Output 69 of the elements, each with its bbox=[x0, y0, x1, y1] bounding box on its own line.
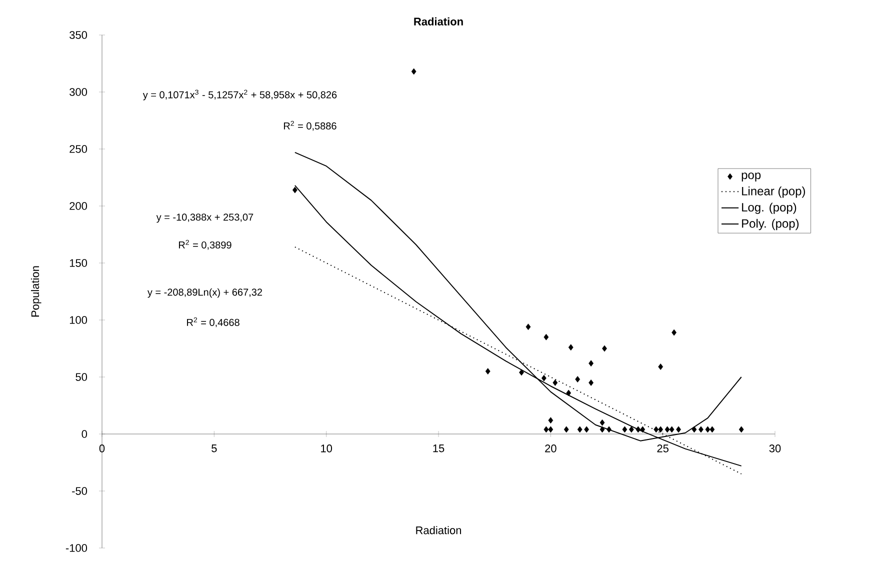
chart-title: Radiation bbox=[414, 17, 463, 26]
y-tick-label: -50 bbox=[72, 487, 88, 495]
legend-label: Poly. (pop) bbox=[742, 218, 799, 230]
y-tick-label: 0 bbox=[82, 430, 88, 438]
point bbox=[292, 186, 298, 194]
point bbox=[544, 426, 549, 433]
x-tick-label: 30 bbox=[769, 444, 781, 452]
point bbox=[600, 419, 605, 426]
point bbox=[588, 380, 594, 386]
y-tick-label: 100 bbox=[70, 316, 88, 324]
point bbox=[636, 426, 641, 433]
legend-label: Log. (pop) bbox=[742, 202, 796, 214]
point bbox=[664, 426, 670, 433]
point bbox=[575, 376, 580, 382]
point bbox=[672, 329, 677, 336]
annotation: y = -208,89Ln(x) + 667,32 bbox=[147, 288, 262, 298]
point bbox=[710, 426, 715, 433]
point bbox=[698, 426, 704, 433]
point bbox=[705, 426, 710, 433]
point bbox=[485, 368, 490, 374]
point bbox=[526, 324, 531, 330]
y-tick-label: 300 bbox=[70, 88, 88, 96]
x-tick-label: 5 bbox=[212, 444, 217, 452]
point bbox=[564, 426, 569, 433]
x-tick-label: 0 bbox=[99, 444, 105, 452]
y-tick-label: 150 bbox=[70, 259, 88, 267]
legend-label: Linear (pop) bbox=[742, 186, 805, 198]
y-tick-label: 50 bbox=[76, 373, 88, 381]
point bbox=[411, 68, 416, 75]
annotation: y = -10,388x + 253,07 bbox=[156, 214, 254, 223]
point bbox=[606, 426, 612, 433]
point bbox=[669, 426, 674, 433]
point bbox=[622, 426, 628, 433]
y-tick-label: 200 bbox=[70, 202, 88, 210]
point bbox=[548, 426, 554, 433]
y-axis-title: Population bbox=[31, 266, 42, 317]
point bbox=[566, 390, 572, 396]
point bbox=[676, 426, 681, 433]
point bbox=[584, 426, 590, 433]
x-tick-label: 15 bbox=[433, 444, 444, 452]
y-tick-label: -100 bbox=[66, 544, 88, 552]
point bbox=[577, 426, 582, 433]
x-axis-title: Radiation bbox=[416, 526, 462, 534]
point bbox=[658, 426, 664, 433]
annotation: R$^{2}$ = 0,4668 bbox=[187, 317, 240, 328]
point bbox=[738, 426, 744, 433]
point bbox=[552, 380, 558, 386]
point bbox=[600, 426, 605, 433]
point bbox=[519, 369, 524, 376]
y-tick-label: 250 bbox=[70, 145, 88, 153]
point bbox=[568, 344, 574, 351]
point bbox=[692, 426, 697, 433]
annotation: R$^{2}$ = 0,5886 bbox=[284, 120, 336, 131]
y-tick-label: 350 bbox=[70, 31, 88, 39]
x-tick-label: 25 bbox=[657, 444, 668, 452]
point bbox=[544, 334, 549, 340]
x-tick-label: 10 bbox=[321, 444, 332, 452]
legend-label: pop bbox=[742, 172, 761, 182]
annotation: y = 0,1071x$^{3}$ - 5,1257x$^{2}$ + 58,958x + 50,826 bbox=[142, 90, 337, 100]
point bbox=[588, 360, 594, 367]
point bbox=[602, 345, 607, 352]
x-tick-label: 20 bbox=[545, 444, 556, 452]
point bbox=[654, 426, 659, 433]
point bbox=[548, 417, 554, 424]
point bbox=[628, 426, 634, 433]
point bbox=[541, 374, 546, 382]
annotation: R$^{2}$ = 0,3899 bbox=[178, 240, 232, 250]
point bbox=[640, 426, 646, 433]
point bbox=[658, 364, 664, 370]
